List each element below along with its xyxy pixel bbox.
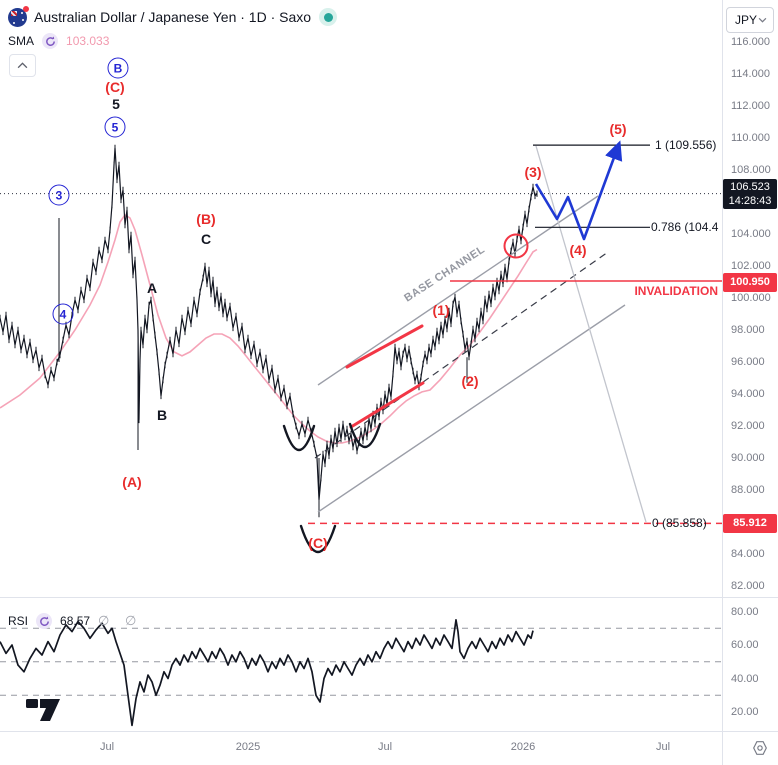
price-tick: 92.000 — [731, 420, 765, 432]
price-axis[interactable]: JPY 116.000 114.000 112.000 110.000 108.000 1… — [722, 0, 778, 731]
highlight-circle[interactable] — [503, 233, 529, 259]
price-bars-texture — [0, 144, 538, 504]
rsi-tick: 80.00 — [731, 605, 759, 618]
time-axis-divider — [0, 731, 778, 732]
fib-trendline[interactable] — [535, 145, 647, 523]
refresh-icon[interactable] — [42, 33, 59, 49]
wave-label-3[interactable]: (3) — [524, 164, 542, 180]
price-line — [0, 147, 538, 500]
sma-label[interactable]: SMA — [8, 34, 35, 48]
price-chart-canvas[interactable] — [0, 0, 722, 597]
time-axis[interactable]: Jul 2025 Jul 2026 Jul — [0, 731, 778, 765]
wave-label-5[interactable]: 5 — [112, 96, 120, 112]
price-tick: 108.000 — [731, 164, 771, 176]
sma-line[interactable] — [0, 213, 538, 444]
rsi-empty-values: ∅ ∅ — [98, 613, 143, 628]
current-price-badge: 106.523 14:28:43 — [723, 179, 777, 209]
price-tick: 110.000 — [731, 132, 770, 144]
price-tick: 94.000 — [731, 388, 765, 400]
price-tick: 84.000 — [731, 548, 765, 560]
wave-arc[interactable] — [299, 524, 337, 554]
price-tick: 112.000 — [731, 100, 770, 112]
wave-label-b[interactable]: B — [107, 57, 129, 79]
currency-label: JPY — [735, 13, 758, 27]
chevron-down-icon — [758, 17, 767, 23]
price-tick: 104.000 — [731, 228, 771, 240]
invalidation-price-badge: 100.950 — [723, 273, 777, 292]
wave-label-4[interactable]: (4) — [569, 242, 587, 258]
bar-countdown: 14:28:43 — [728, 195, 772, 207]
red-trend-segment[interactable] — [345, 324, 424, 369]
channel-median-dashed[interactable] — [314, 251, 609, 459]
wave-label-c[interactable]: (C) — [105, 79, 125, 95]
wave-label-a[interactable]: A — [146, 280, 158, 296]
price-tick: 96.000 — [731, 356, 765, 368]
fib-level-0786-label[interactable]: 0.786 (104.4 — [651, 220, 719, 234]
notification-dot-icon — [23, 5, 29, 12]
sma-value: 103.033 — [66, 34, 110, 48]
sma-legend-row[interactable]: SMA 103.033 — [8, 30, 337, 52]
axis-divider — [722, 0, 723, 765]
rsi-pane[interactable]: RSI 68.57 ∅ ∅ — [0, 597, 722, 731]
market-open-dot-icon — [323, 12, 333, 22]
wave-label-c[interactable]: (C) — [308, 535, 328, 551]
rsi-label[interactable]: RSI — [8, 614, 29, 628]
market-status-icon[interactable] — [319, 8, 338, 26]
elliott-annotations[interactable] — [282, 140, 722, 554]
wave-arc[interactable] — [282, 424, 316, 451]
forecast-path[interactable] — [534, 140, 623, 241]
symbol-title[interactable]: Australian Dollar / Japanese Yen · 1D · … — [34, 9, 312, 25]
time-tick: Jul — [99, 741, 115, 753]
price-tick: 90.000 — [731, 452, 765, 464]
symbol-legend-row[interactable]: Australian Dollar / Japanese Yen · 1D · … — [8, 5, 338, 28]
current-price: 106.523 — [730, 181, 770, 193]
time-tick: Jul — [377, 741, 393, 753]
collapse-legend-button[interactable] — [9, 54, 36, 77]
price-tick: 88.000 — [731, 484, 765, 496]
wave-label-b[interactable]: (B) — [196, 211, 216, 227]
rsi-tick: 40.00 — [731, 672, 759, 685]
refresh-icon[interactable] — [36, 613, 53, 629]
channel-lower[interactable] — [317, 304, 626, 513]
price-tick: 100.000 — [731, 292, 771, 304]
wave-label-1[interactable]: (1) — [432, 302, 450, 318]
wave-label-c[interactable]: C — [200, 231, 212, 247]
rsi-tick: 60.00 — [731, 639, 759, 651]
wave-label-5[interactable]: 5 — [104, 116, 126, 138]
wave-label-3[interactable]: 3 — [48, 184, 70, 206]
fib-level-0-label[interactable]: 0 (85.858) — [652, 516, 707, 530]
price-tick: 98.000 — [731, 324, 765, 336]
australia-flag-icon — [8, 5, 29, 27]
wave-label-b[interactable]: B — [156, 407, 168, 423]
target-price-badge: 85.912 — [723, 514, 777, 533]
price-pane[interactable]: Australian Dollar / Japanese Yen · 1D · … — [0, 0, 722, 597]
wave-label-a[interactable]: (A) — [122, 474, 142, 490]
time-tick: 2026 — [510, 741, 536, 753]
price-tick: 82.000 — [731, 580, 765, 592]
pane-divider[interactable] — [0, 597, 778, 598]
wave-label-5[interactable]: (5) — [609, 121, 627, 137]
price-tick: 114.000 — [731, 68, 770, 80]
time-tick: Jul — [655, 741, 671, 753]
currency-dropdown[interactable]: JPY — [726, 7, 774, 33]
rsi-legend-row[interactable]: RSI 68.57 ∅ ∅ — [8, 610, 142, 632]
rsi-value: 68.57 — [60, 614, 91, 628]
tradingview-logo-icon[interactable] — [26, 697, 62, 721]
invalidation-label[interactable]: INVALIDATION — [634, 284, 718, 298]
wave-label-2[interactable]: (2) — [461, 373, 479, 389]
red-trend-segment[interactable] — [349, 381, 425, 429]
rsi-chart-canvas[interactable] — [0, 597, 722, 731]
rsi-line[interactable] — [0, 619, 534, 727]
axis-settings-icon[interactable] — [748, 736, 772, 760]
wave-label-4[interactable]: 4 — [52, 303, 74, 325]
rsi-tick: 20.00 — [731, 706, 759, 718]
time-tick: 2025 — [235, 741, 261, 753]
wave-arc[interactable] — [348, 422, 382, 448]
price-series — [0, 144, 538, 518]
price-tick: 116.000 — [731, 36, 770, 48]
fib-level-1-label[interactable]: 1 (109.556) — [655, 138, 717, 152]
price-tick: 102.000 — [731, 260, 771, 272]
